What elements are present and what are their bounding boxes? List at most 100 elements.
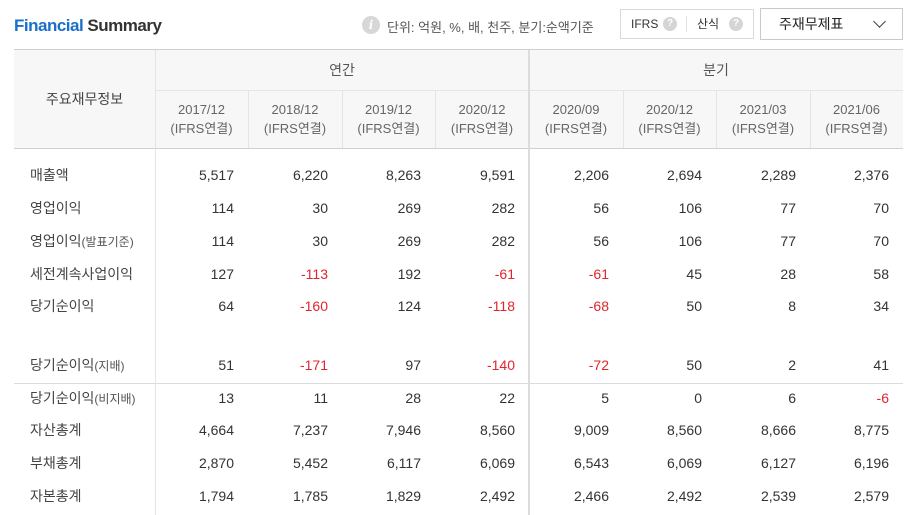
group-divider [528,50,530,515]
table-cell: 6,117 [387,455,421,471]
column-basis: (IFRS연결) [731,121,795,136]
table-cell: 56 [593,200,609,216]
table-cell: 6,127 [760,455,796,471]
title-financial: Financial [14,16,84,35]
table-cell: 2,492 [479,488,515,504]
row-group-divider [14,383,903,384]
column-basis: (IFRS연결) [544,121,608,136]
table-cell: -68 [588,298,609,314]
table-cell: -113 [301,266,328,282]
corner-label: 주요재무정보 [45,91,124,107]
calc-button[interactable]: 산식 [697,17,720,31]
table-cell: 50 [686,357,702,373]
table-cell: 8,775 [853,422,889,438]
table-cell: 45 [686,266,702,282]
table-cell: -61 [494,266,515,282]
statement-select-value: 주재무제표 [779,16,844,32]
column-divider [248,90,249,148]
table-cell: -160 [299,298,328,314]
row-label: 당기순이익(비지배) [30,382,136,416]
ifrs-help-icon[interactable]: ? [663,17,677,31]
table-cell: 2,376 [853,167,889,183]
table-cell: 28 [405,390,421,406]
table-cell: 50 [686,298,702,314]
title-summary: Summary [87,16,162,35]
table-cell: 8,666 [760,422,796,438]
table-cell: -171 [299,357,328,373]
table-cell: 64 [218,298,234,314]
column-period: 2018/12 [271,102,319,117]
table-row: 당기순이익(지배) 51 -171 97 -140 -72 50 2 41 [14,349,903,382]
table-cell: 11 [313,390,328,406]
table-cell: 41 [873,357,889,373]
table-cell: -118 [488,298,515,314]
row-label-text: 세전계속사업이익 [30,266,134,282]
table-row: 자본총계 1,794 1,785 1,829 2,492 2,466 2,492 2,539 2… [14,480,903,513]
table-row: 매출액 5,517 6,220 8,263 9,591 2,206 2,694 2,289 2,… [14,159,903,192]
column-header: 2020/12 (IFRS연결) [623,90,716,148]
info-icon[interactable]: i [362,16,380,34]
table-row: 당기순이익(비지배) 13 11 28 22 5 0 6 -6 [14,382,903,415]
table-cell: 114 [211,200,234,216]
table-cell: 5,517 [198,167,234,183]
toggle-divider [686,16,687,32]
table-cell: 6,196 [853,455,889,471]
table-cell: 6 [788,390,796,406]
row-label: 세전계속사업이익 [30,258,133,291]
column-period: 2017/12 [178,102,225,117]
table-cell: 1,785 [292,488,328,504]
table-cell: 6,543 [573,455,609,471]
table-cell: 106 [678,233,702,249]
column-period: 2019/12 [365,102,412,117]
statement-select[interactable]: 주재무제표 [760,8,903,40]
column-period: 2021/03 [739,102,787,117]
row-label: 자산총계 [30,414,82,447]
table-cell: 9,591 [479,167,515,183]
table-cell: 282 [491,233,515,249]
table-cell: 77 [780,200,796,216]
column-header: 2021/06 (IFRS연결) [810,90,903,148]
table-cell: 7,946 [385,422,421,438]
table-cell: 51 [218,357,234,373]
row-label: 영업이익 [30,192,82,225]
row-label-text: 자산총계 [30,422,82,438]
table-cell: 6,220 [292,167,328,183]
table-cell: 8,263 [385,167,421,183]
table-cell: -140 [486,357,515,373]
column-header: 2020/12 (IFRS연결) [435,90,529,148]
table-cell: 106 [678,200,702,216]
ifrs-button[interactable]: IFRS [631,17,659,31]
calc-help-icon[interactable]: ? [729,17,743,31]
table-cell: 2,539 [760,488,796,504]
table-row: 세전계속사업이익 127 -113 192 -61 -61 45 28 58 [14,258,903,291]
row-label-sub: (발표기준) [81,235,134,249]
table-cell: 13 [218,390,234,406]
table-cell: 269 [397,200,421,216]
column-period: 2020/12 [646,102,693,117]
table-cell: 2 [788,357,796,373]
group-annual: 연간 [329,62,355,78]
table-cell: 30 [312,200,328,216]
table-row: 자산총계 4,664 7,237 7,946 8,560 9,009 8,560 8,666 8… [14,414,903,447]
column-basis: (IFRS연결) [638,121,701,136]
table-row: 영업이익(발표기준) 114 30 269 282 56 106 77 70 [14,225,903,258]
row-label-text: 영업이익 [30,200,82,216]
table-cell: -6 [876,390,889,406]
row-label: 당기순이익(지배) [30,349,124,383]
table-cell: 127 [210,266,234,282]
table-cell: 282 [491,200,515,216]
table-row: 영업이익 114 30 269 282 56 106 77 70 [14,192,903,225]
column-basis: (IFRS연결) [825,121,888,136]
table-cell: 9,009 [573,422,609,438]
table-cell: 58 [873,266,889,282]
column-basis: (IFRS연결) [170,121,233,136]
column-basis: (IFRS연결) [450,121,514,136]
financial-summary-table: 주요재무정보 연간 분기 2017/12 (IFRS연결) 2018/12 (IFRS… [14,49,903,515]
column-divider [342,90,343,148]
table-row: 당기순이익 64 -160 124 -118 -68 50 8 34 [14,290,903,323]
table-header-group-row [14,50,903,90]
table-cell: 5 [601,390,609,406]
table-cell: 56 [593,233,609,249]
row-label: 당기순이익 [30,290,94,323]
table-cell: 2,492 [666,488,702,504]
